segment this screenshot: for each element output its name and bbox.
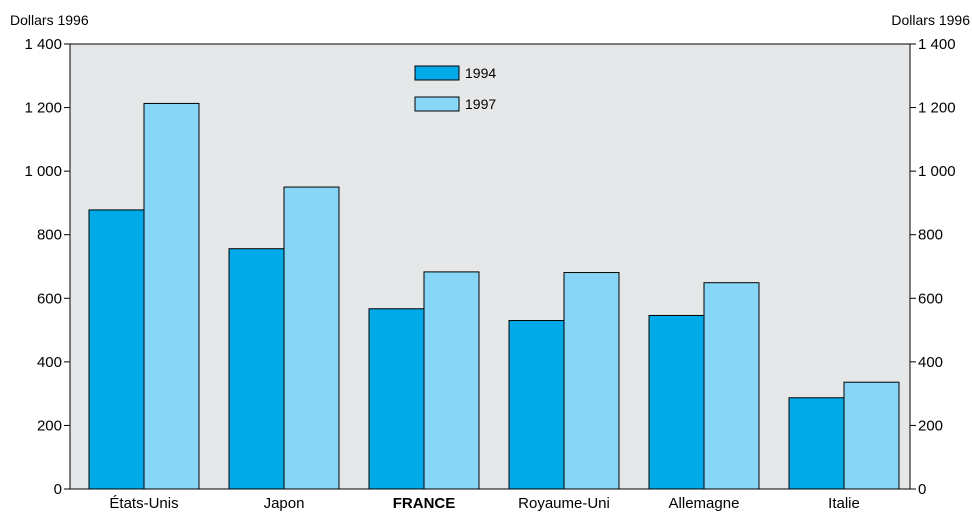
y-axis-left: 0 200 400 600 800 1 000 1 200 1 400 (24, 36, 70, 498)
y-tick-left-label: 0 (54, 481, 62, 498)
bar-1997-2 (423, 271, 480, 490)
legend-label-1997: 1997 (465, 96, 496, 112)
y-tick-left-label: 200 (37, 417, 62, 434)
bar-1994-2 (368, 308, 425, 490)
y-tick-left-label: 400 (37, 354, 62, 371)
plot-area (70, 44, 910, 489)
bar-1997-4 (703, 282, 760, 490)
bar-1994-1 (228, 248, 285, 490)
legend: 1994 1997 (414, 65, 496, 112)
y-tick-left-label: 600 (37, 290, 62, 307)
plot-frame (69, 43, 911, 490)
y-axis-unit-left: Dollars 1996 (10, 12, 89, 28)
category-label: Japon (264, 495, 305, 512)
y-tick-left-label: 1 400 (24, 36, 62, 53)
y-tick-right-label: 600 (918, 290, 943, 307)
y-tick-right-label: 1 400 (918, 36, 956, 53)
bar-1994-0 (88, 209, 145, 490)
y-tick-right-label: 0 (918, 481, 926, 498)
bar-1994-3 (508, 320, 565, 490)
y-tick-left-label: 800 (37, 227, 62, 244)
bar-1997-0 (143, 102, 200, 490)
category-labels: États-Unis Japon FRANCE Royaume-Uni Allemagn… (109, 495, 859, 512)
y-tick-left-label: 1 200 (24, 100, 62, 117)
y-tick-left-label: 1 000 (24, 163, 62, 180)
category-label: Allemagne (669, 495, 740, 512)
y-axis-unit-right: Dollars 1996 (891, 12, 970, 28)
y-tick-right-label: 200 (918, 417, 943, 434)
legend-label-1994: 1994 (465, 65, 496, 81)
bar-1994-4 (648, 314, 705, 490)
bar-1997-1 (283, 186, 340, 490)
y-tick-right-label: 1 000 (918, 163, 956, 180)
category-label: FRANCE (393, 495, 456, 512)
category-label: Royaume-Uni (518, 495, 610, 512)
bars (88, 102, 900, 490)
y-tick-right-label: 800 (918, 227, 943, 244)
legend-swatch-1997 (414, 96, 460, 112)
y-tick-right-label: 400 (918, 354, 943, 371)
legend-swatch-1994 (414, 65, 460, 81)
bar-1997-3 (563, 272, 620, 490)
category-label: Italie (828, 495, 860, 512)
bar-1997-5 (843, 381, 900, 490)
y-tick-right-label: 1 200 (918, 100, 956, 117)
category-label: États-Unis (109, 495, 178, 512)
bar-1994-5 (788, 397, 845, 490)
y-axis-right: 0 200 400 600 800 1 000 1 200 1 400 (910, 36, 956, 498)
